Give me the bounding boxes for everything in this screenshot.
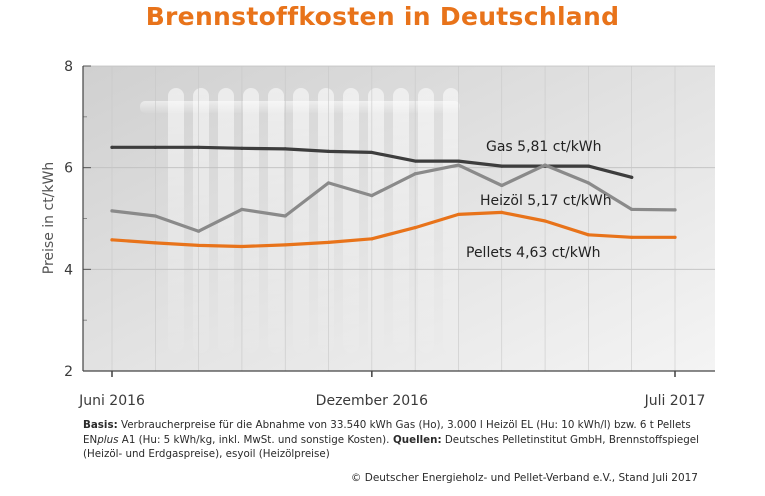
data-point-gas <box>630 175 634 179</box>
data-point-pellets <box>240 244 244 249</box>
radiator-fin <box>343 88 359 353</box>
data-point-pellets <box>673 235 677 239</box>
footnote: Basis: Verbraucherpreise für die Abnahme… <box>83 418 723 462</box>
x-tick-label: Dezember 2016 <box>316 393 428 409</box>
data-point-heizöl <box>500 183 504 188</box>
data-point-pellets <box>197 243 201 248</box>
data-point-heizöl <box>413 172 417 176</box>
y-tick-label: 4 <box>64 262 73 278</box>
data-point-heizöl <box>240 207 244 211</box>
radiator-fin <box>168 88 184 353</box>
basis-label: Basis: <box>83 419 118 431</box>
data-point-pellets <box>153 241 157 245</box>
sources-text: Deutsches Pelletinstitut GmbH, Brennstof… <box>83 433 699 461</box>
radiator-fin <box>193 88 209 353</box>
data-point-heizöl <box>543 163 547 167</box>
data-point-gas <box>326 149 331 153</box>
axes: 2 4 6 8 Juni 2016 Dezember 2016 Juli 2017 <box>64 59 715 409</box>
data-point-gas <box>197 145 201 149</box>
y-axis-label: Preise in ct/kWh <box>41 162 57 274</box>
data-point-gas <box>153 145 157 149</box>
data-point-gas <box>110 145 114 149</box>
data-point-pellets <box>413 226 417 230</box>
series-label-heizöl: Heizöl 5,17 ct/kWh <box>480 193 612 209</box>
series-line-pellets <box>110 210 677 249</box>
data-point-heizöl <box>326 181 331 185</box>
series-lines <box>110 145 677 249</box>
data-point-pellets <box>370 237 374 241</box>
data-point-heizöl <box>153 214 157 218</box>
data-point-heizöl <box>586 181 590 185</box>
data-point-pellets <box>110 238 114 242</box>
y-tick-label: 2 <box>64 364 73 380</box>
radiator-fin <box>243 88 259 353</box>
series-line-heizöl <box>110 163 677 233</box>
data-point-pellets <box>500 210 504 214</box>
series-label-gas: Gas 5,81 ct/kWh <box>486 139 602 155</box>
radiator-fin <box>418 88 434 353</box>
data-point-pellets <box>543 219 547 223</box>
data-point-gas <box>370 150 374 155</box>
data-point-heizöl <box>197 229 201 233</box>
radiator-fin <box>268 88 284 353</box>
data-point-heizöl <box>673 208 677 212</box>
data-point-gas <box>586 164 590 168</box>
data-point-gas <box>283 147 287 151</box>
chart-title: Brennstoffkosten in Deutschland <box>145 2 620 31</box>
basis-text-2: A1 (Hu: 5 kWh/kg, inkl. MwSt. und sonsti… <box>118 433 390 446</box>
data-point-gas <box>240 146 244 150</box>
data-point-pellets <box>326 240 331 244</box>
y-tick-label: 6 <box>64 161 73 177</box>
data-point-heizöl <box>456 163 461 167</box>
data-point-heizöl <box>370 194 374 198</box>
copyright: © Deutscher Energieholz- und Pellet-Verb… <box>350 472 698 484</box>
series-label-pellets: Pellets 4,63 ct/kWh <box>466 245 601 261</box>
data-point-heizöl <box>283 214 287 218</box>
x-tick-label: Juni 2016 <box>78 393 145 409</box>
radiator-fin <box>368 88 384 353</box>
data-point-pellets <box>630 235 634 239</box>
basis-italic: plus <box>97 433 119 446</box>
radiator-fin <box>443 88 459 353</box>
data-point-heizöl <box>110 209 114 213</box>
y-tick-label: 8 <box>64 59 73 75</box>
data-point-gas <box>500 164 504 168</box>
data-point-pellets <box>456 212 461 217</box>
grid-lines <box>83 65 715 372</box>
radiator-fin <box>293 88 309 353</box>
series-labels: Gas 5,81 ct/kWh Heizöl 5,17 ct/kWh Pellets… <box>466 139 612 261</box>
data-point-gas <box>413 159 417 163</box>
data-point-heizöl <box>630 207 634 211</box>
x-tick-label: Juli 2017 <box>644 393 706 409</box>
radiator-fin <box>218 88 234 353</box>
sources-label: Quellen: <box>389 433 442 446</box>
radiator-fin <box>318 88 334 353</box>
data-point-pellets <box>586 233 590 237</box>
basis-text: Verbraucherpreise für die Abnahme von 33… <box>83 419 691 446</box>
data-point-pellets <box>283 243 287 247</box>
radiator-fin <box>393 88 409 353</box>
data-point-gas <box>456 159 461 163</box>
